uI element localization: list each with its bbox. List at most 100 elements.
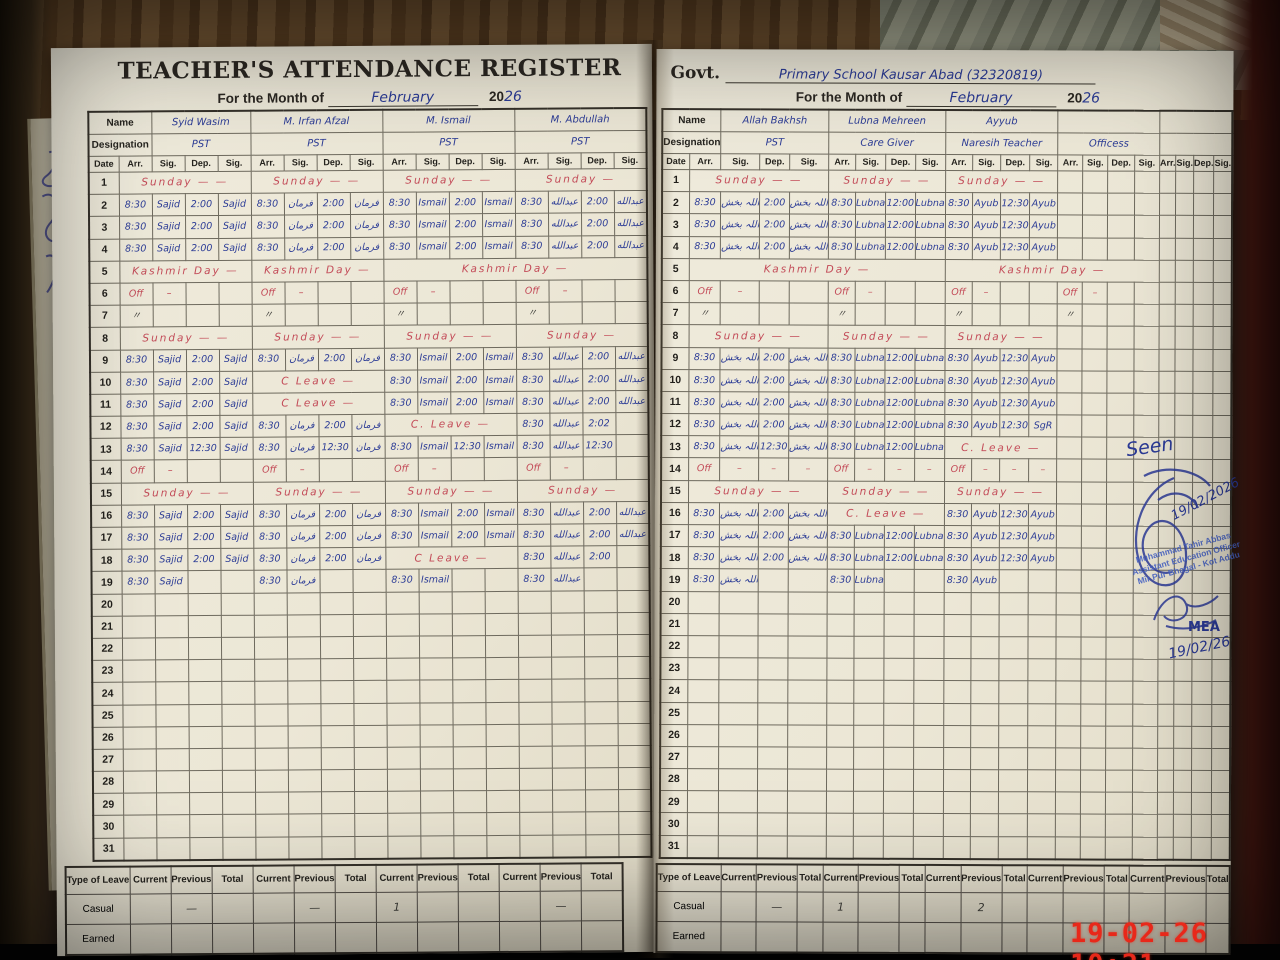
attendance-cell — [221, 659, 255, 682]
attendance-cell: 12:00 — [885, 236, 915, 260]
attendance-cell — [320, 703, 354, 726]
attendance-cell — [826, 680, 854, 703]
attendance-cell: 2:00 — [319, 547, 353, 571]
type-of-leave-label: Type of Leave — [65, 866, 130, 895]
attendance-cell — [585, 834, 619, 858]
attendance-cell — [787, 746, 827, 770]
attendance-cell: 8:30 — [943, 547, 972, 570]
attendance-cell — [687, 613, 720, 636]
attendance-cell: Sunday — — — [945, 170, 1059, 194]
attendance-cell — [883, 747, 914, 770]
attendance-row: 21 — [660, 613, 1231, 638]
attendance-cell — [788, 303, 829, 326]
attendance-cell — [687, 657, 720, 681]
column-header: Sig. — [547, 152, 581, 170]
attendance-cell — [1057, 437, 1082, 460]
designation-label: Designation — [662, 131, 722, 154]
attendance-cell: 8:30 — [827, 525, 855, 548]
attendance-cell — [1174, 637, 1192, 660]
attendance-cell — [913, 591, 944, 615]
attendance-cell — [420, 835, 454, 859]
attendance-cell — [1027, 747, 1057, 770]
attendance-cell — [1158, 437, 1176, 460]
attendance-cell — [617, 723, 651, 746]
date-number: 17 — [91, 527, 122, 550]
date-number: 23 — [92, 660, 123, 683]
attendance-cell — [1193, 193, 1214, 216]
date-number: 14 — [661, 457, 689, 481]
attendance-cell — [1081, 459, 1107, 482]
attendance-cell — [1000, 281, 1030, 304]
attendance-cell — [759, 302, 789, 326]
attendance-cell — [1132, 548, 1159, 571]
attendance-cell: – — [284, 281, 318, 305]
attendance-cell: C. Leave — — [944, 436, 1058, 460]
attendance-cell — [1159, 215, 1176, 238]
attendance-cell: عبدالله — [614, 212, 648, 236]
attendance-cell — [418, 613, 452, 636]
attendance-cell: C. Leave — — [827, 502, 945, 526]
leave-value — [858, 922, 900, 953]
leave-column-header: Total — [211, 865, 254, 894]
attendance-cell — [1056, 459, 1082, 482]
attendance-cell — [1175, 437, 1193, 460]
attendance-cell: 2:00 — [185, 348, 220, 372]
attendance-cell — [1132, 792, 1158, 815]
attendance-cell — [1081, 614, 1107, 638]
attendance-cell — [581, 279, 615, 303]
attendance-cell — [1105, 725, 1133, 749]
attendance-cell — [826, 702, 854, 725]
attendance-cell: 8:30 — [945, 214, 973, 238]
attendance-cell: Sajid — [219, 415, 253, 438]
attendance-cell: – — [884, 458, 915, 482]
leave-value — [294, 922, 336, 954]
date-number: 19 — [660, 568, 689, 592]
attendance-cell — [1082, 304, 1108, 327]
attendance-cell — [1193, 215, 1214, 239]
attendance-cell: 8:30 — [251, 237, 285, 260]
attendance-cell — [687, 835, 719, 859]
attendance-cell — [353, 702, 387, 726]
attendance-cell: 12:00 — [884, 392, 915, 415]
column-header: Sig. — [1082, 154, 1109, 172]
attendance-cell — [998, 747, 1028, 770]
attendance-cell: عبدالله — [614, 235, 648, 258]
date-number: 26 — [660, 724, 688, 747]
month-label: For the Month of — [217, 90, 325, 106]
attendance-cell — [482, 280, 516, 303]
attendance-cell: C Leave — — [252, 392, 385, 416]
attendance-cell: 8:30 — [516, 368, 550, 392]
teacher-name: Syid Wasim — [151, 110, 251, 134]
attendance-cell — [1173, 748, 1192, 771]
attendance-cell — [1055, 814, 1081, 837]
attendance-cell: 2:00 — [450, 391, 484, 414]
attendance-cell — [286, 592, 320, 615]
date-number: 9 — [89, 349, 121, 373]
attendance-row: 10 8:30 اللہ بخش 2:00 اللہ بخش 8:30 Lubna 12:00… — [661, 369, 1232, 394]
attendance-cell: Sunday — — [515, 323, 648, 347]
attendance-cell: Lubna — [914, 214, 946, 238]
attendance-cell — [1173, 814, 1192, 837]
attendance-cell: اللہ بخش — [719, 524, 759, 548]
attendance-cell: 8:30 — [515, 346, 550, 370]
attendance-cell — [1056, 681, 1082, 704]
attendance-cell — [759, 280, 790, 304]
attendance-cell — [1081, 392, 1108, 416]
column-header: Arr. — [945, 154, 973, 171]
attendance-cell: فرمان — [350, 236, 384, 260]
attendance-cell: فرمان — [349, 192, 384, 215]
attendance-cell — [826, 746, 854, 770]
attendance-cell: 12:30 — [318, 436, 352, 460]
attendance-cell — [189, 792, 223, 816]
teacher-designation: PST — [382, 131, 515, 155]
attendance-cell: Ismail — [482, 235, 516, 259]
attendance-cell — [585, 812, 619, 835]
attendance-cell: Sunday — — — [383, 324, 516, 348]
leave-value — [720, 921, 757, 953]
attendance-cell: Lubna — [914, 347, 945, 371]
attendance-cell — [1212, 637, 1231, 660]
right-attendance-table-wrap: Name Allah Bakhsh Lubna Mehreen Ayyub Design… — [654, 108, 1234, 861]
leave-column-header: Total — [334, 864, 377, 893]
attendance-cell — [1158, 304, 1176, 327]
attendance-cell: عبدالله — [547, 191, 582, 214]
